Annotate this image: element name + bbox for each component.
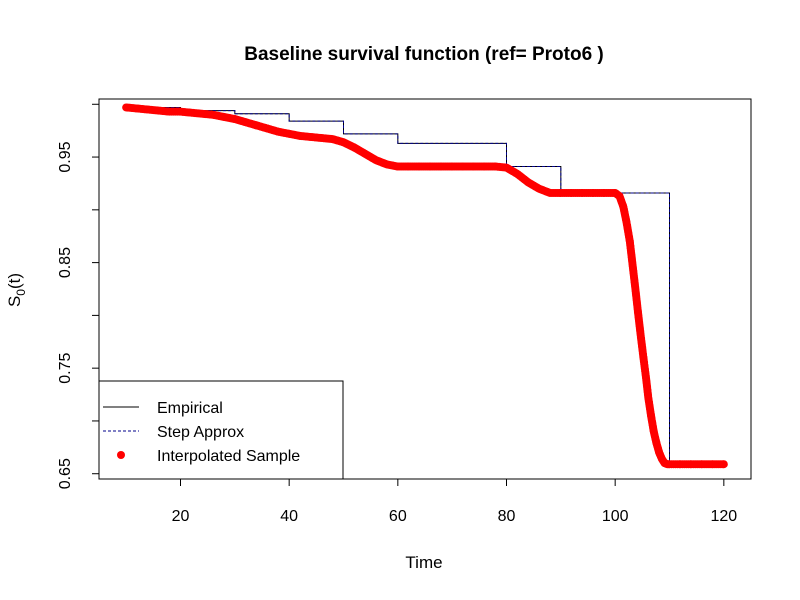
y-axis-title-subscript: 0 <box>14 289 28 296</box>
svg-text:S0(t): S0(t) <box>5 273 28 307</box>
x-tick-label: 80 <box>498 508 516 525</box>
x-tick-label: 60 <box>389 508 407 525</box>
y-tick-label: 0.65 <box>57 458 74 489</box>
chart-title: Baseline survival function (ref= Proto6 … <box>244 44 604 65</box>
legend-label-empirical: Empirical <box>157 400 223 417</box>
legend-box <box>98 380 344 480</box>
y-axis-title-main: S <box>5 296 24 307</box>
plot-content <box>122 103 728 469</box>
y-axis-title: S0(t) <box>5 273 28 307</box>
legend: Empirical Step Approx Interpolated Sampl… <box>98 380 344 480</box>
series-points-interpolated <box>122 103 728 469</box>
x-axis-title: Time <box>405 553 442 572</box>
y-tick-label: 0.75 <box>57 352 74 383</box>
x-tick-label: 120 <box>710 508 737 525</box>
y-axis: 0.65 0.75 0.85 0.95 <box>57 103 100 489</box>
y-tick-label: 0.85 <box>57 247 74 278</box>
x-tick-label: 20 <box>172 508 190 525</box>
series-line-step-approx <box>126 106 724 465</box>
legend-label-interpolated: Interpolated Sample <box>157 448 300 465</box>
interpolated-point <box>719 460 728 469</box>
x-axis: 20 40 60 80 100 120 <box>172 478 737 525</box>
x-tick-label: 100 <box>602 508 629 525</box>
legend-label-step-approx: Step Approx <box>157 424 244 441</box>
legend-swatch-interpolated <box>117 451 125 459</box>
x-tick-label: 40 <box>280 508 298 525</box>
y-axis-title-tail: (t) <box>5 273 24 289</box>
y-tick-label: 0.95 <box>57 141 74 172</box>
